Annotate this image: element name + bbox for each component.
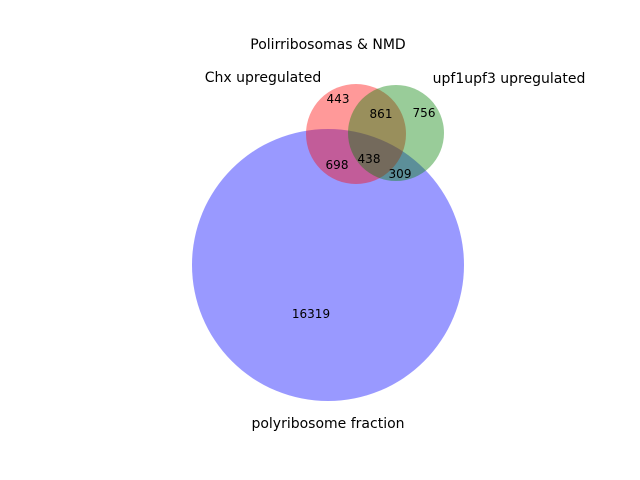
region-count-all-three: 438 [358,152,381,166]
region-count-chx-upf: 861 [370,107,393,121]
region-count-chx-only: 443 [327,92,350,106]
chx-upregulated-circle [306,84,406,184]
region-count-upf-polyribosome: 309 [389,167,412,181]
upf1upf3-upregulated-circle [348,85,444,181]
set-label-chx-upregulated: Chx upregulated [205,70,321,86]
diagram-title: Polirribosomas & NMD [250,37,405,53]
region-count-upf-only: 756 [413,106,436,120]
set-label-polyribosome-fraction: polyribosome fraction [251,416,404,432]
set-label-upf1upf3-upregulated: upf1upf3 upregulated [433,71,586,87]
region-count-chx-polyribosome: 698 [326,158,349,172]
region-count-polyribosome-only: 16319 [292,307,330,321]
polyribosome-fraction-circle [192,129,464,401]
